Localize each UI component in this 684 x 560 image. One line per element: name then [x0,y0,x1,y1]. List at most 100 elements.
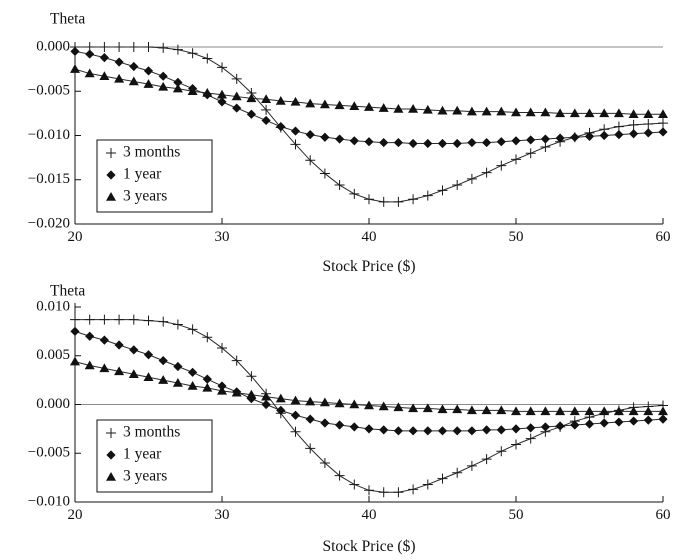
data-point-3-years [70,64,80,73]
data-point-3-years [555,406,566,416]
y-tick-label: −0.005 [28,83,70,99]
series-3-years [70,64,668,119]
data-point-3-months [261,104,272,115]
data-point-1-year [188,367,198,377]
data-point-1-year [526,135,536,145]
chart-panel-top: Theta −0.020 −0.015 −0.010 −0.005 0.000 20 30 40… [28,11,671,275]
data-point-3-years [349,399,360,409]
x-tick-label: 40 [362,229,377,245]
data-point-3-months [408,194,419,205]
data-point-1-year [408,426,418,436]
data-point-3-months [99,42,110,52]
data-point-3-months [452,180,463,191]
data-point-1-year [364,424,374,434]
data-point-1-year [467,426,477,436]
x-tick-label: 30 [215,229,230,245]
data-point-3-years [393,402,404,412]
data-point-3-years [187,86,198,95]
data-point-3-years [555,108,566,118]
data-point-1-year [276,405,286,415]
data-point-3-years [364,102,374,111]
data-point-3-months [246,371,257,382]
data-point-1-year [99,53,109,63]
data-point-1-year [570,132,580,142]
data-point-3-years [466,405,477,415]
data-point-3-years [172,83,183,93]
data-point-1-year [467,137,477,148]
data-point-3-months [158,316,169,327]
data-point-3-years [481,405,492,415]
data-point-3-years [217,89,227,99]
legend: 3 months 1 year 3 years [96,139,213,213]
x-tick-label: 60 [656,507,671,523]
data-point-3-years [452,404,463,414]
data-point-3-years [525,107,536,117]
data-point-1-year [658,414,668,424]
data-point-1-year [526,423,536,433]
data-point-1-year [290,126,301,136]
legend-marker-3-years [106,472,116,481]
data-point-3-years [422,104,433,114]
data-point-3-months [99,314,110,325]
data-point-1-year [261,399,271,410]
data-point-1-year [393,426,403,436]
data-point-3-years [378,103,389,112]
data-point-3-years [540,107,551,117]
data-point-3-months [305,155,316,166]
data-point-3-years [246,389,257,399]
data-point-3-years [70,356,80,366]
data-point-3-years [84,68,95,78]
data-point-3-months [481,167,492,178]
data-point-3-years [202,382,213,392]
data-point-1-year [290,410,301,420]
data-point-3-months [217,62,227,73]
data-point-1-year [452,426,462,436]
data-point-3-months [319,458,330,468]
data-point-1-year [379,137,389,148]
data-point-1-year [599,130,609,141]
data-point-1-year [555,421,565,431]
data-point-1-year [393,137,403,148]
data-point-3-years [261,391,272,401]
data-point-3-years [540,406,551,416]
y-tick-label: 0.000 [36,38,70,54]
data-point-3-years [511,107,521,117]
data-point-3-years [422,403,433,413]
x-tick-label: 60 [656,229,671,245]
data-point-3-years [349,101,360,111]
data-point-1-year [349,136,359,146]
data-point-3-months [466,173,477,184]
data-point-3-months [422,479,433,490]
data-point-1-year [70,46,80,57]
data-point-1-year [540,422,550,432]
data-point-1-year [643,128,653,138]
data-point-3-years [481,106,492,116]
data-point-3-years [452,105,463,115]
data-point-3-years [599,406,610,416]
data-point-1-year [584,131,595,141]
data-point-3-months [511,439,521,450]
data-point-1-year [202,374,212,384]
data-point-1-year [570,420,580,430]
x-tick-label: 30 [215,507,230,523]
legend-marker-1-year [106,450,116,460]
data-point-1-year [423,426,433,436]
data-point-3-months [114,314,125,325]
data-point-3-years [319,99,330,109]
data-point-3-years [114,366,125,376]
data-point-3-years [584,406,595,416]
data-point-3-months [452,467,463,478]
data-point-1-year [599,418,609,428]
data-point-3-years [231,91,242,101]
data-point-1-year [629,129,639,139]
data-point-1-year [408,138,418,149]
data-point-3-years [511,406,521,416]
data-point-3-years [114,73,125,83]
legend-label: 3 years [123,188,167,205]
data-point-1-year [320,132,330,142]
data-point-3-years [158,375,169,384]
data-point-3-months [525,433,536,444]
data-point-1-year [85,49,95,59]
series-line-1-year [74,50,664,144]
